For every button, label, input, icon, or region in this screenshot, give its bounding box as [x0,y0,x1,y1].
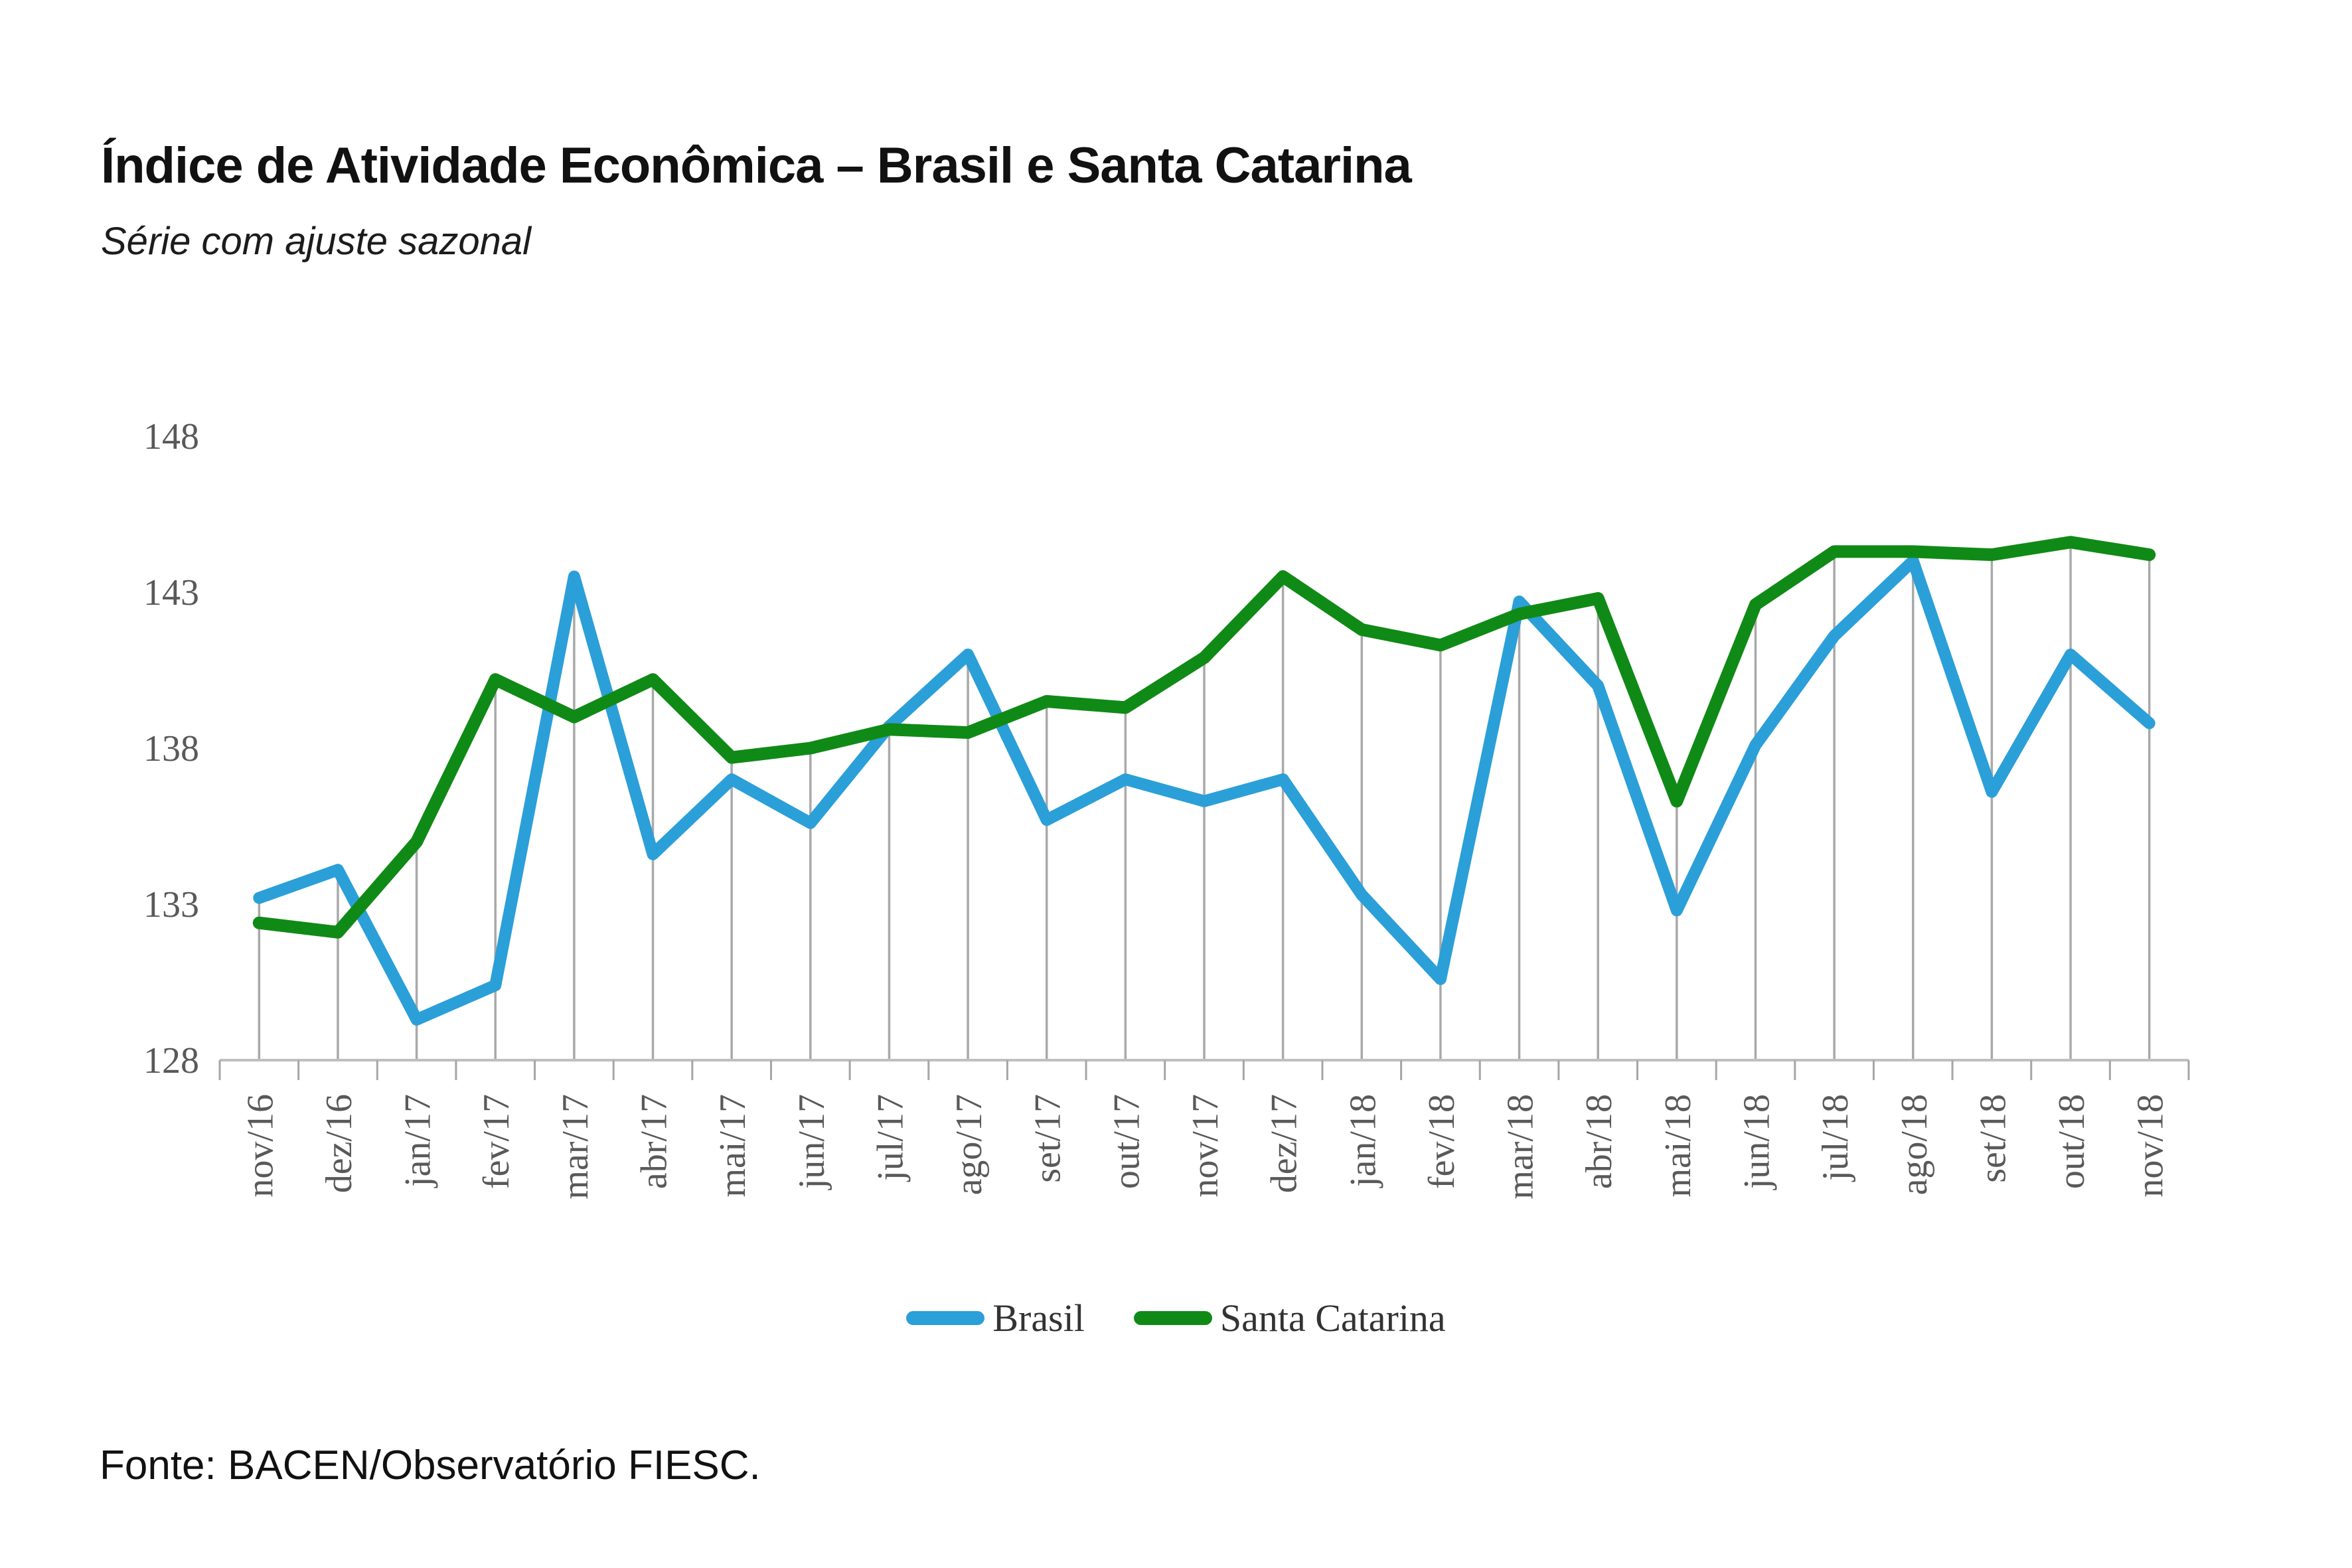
x-axis-label: ago/18 [1894,1094,1935,1195]
x-axis-label: abr/18 [1579,1094,1620,1189]
y-axis-label: 148 [143,416,199,457]
x-axis-label: jul/18 [1815,1094,1856,1182]
x-axis-label: dez/17 [1264,1094,1305,1193]
x-axis-label: abr/17 [634,1094,675,1189]
y-axis-label: 143 [143,572,199,613]
x-axis-label: dez/16 [319,1094,360,1193]
legend-item-brasil: Brasil [906,1296,1085,1340]
legend-label-brasil: Brasil [992,1296,1085,1340]
x-axis-label: fev/18 [1421,1094,1462,1189]
source-note: Fonte: BACEN/Observatório FIESC. [100,1443,761,1488]
x-axis-label: out/17 [1106,1094,1147,1189]
x-axis-label: jan/17 [398,1094,439,1188]
y-axis-label: 128 [143,1040,199,1081]
x-axis-label: nov/18 [2130,1094,2171,1198]
x-axis-label: set/17 [1028,1094,1069,1183]
x-axis-label: mar/18 [1500,1094,1541,1200]
santa-catarina-line [252,536,2156,939]
x-axis-label: jan/18 [1342,1094,1383,1188]
santa-catarina-line-swatch [1133,1311,1212,1325]
x-axis-label: nov/17 [1185,1094,1226,1198]
page-title: Índice de Atividade Econômica – Brasil e… [101,137,1412,194]
x-axis-label: ago/17 [949,1094,990,1195]
chart-legend: Brasil Santa Catarina [0,1296,2352,1340]
x-axis-label: jun/18 [1736,1094,1777,1190]
brasil-line-swatch [906,1311,985,1325]
legend-label-santa-catarina: Santa Catarina [1219,1296,1446,1340]
x-axis-label: mar/17 [555,1094,596,1200]
x-axis-label: set/18 [1972,1094,2013,1183]
y-axis-label: 133 [143,884,199,925]
x-axis-label: out/18 [2051,1094,2092,1189]
x-axis-label: jun/17 [791,1094,832,1190]
brasil-line [253,555,2156,1026]
x-axis-label: mai/17 [712,1094,753,1198]
page-subtitle: Série com ajuste sazonal [101,220,531,263]
x-axis-label: fev/17 [476,1094,517,1189]
y-axis-label: 138 [143,728,199,769]
x-axis-label: mai/18 [1658,1094,1699,1198]
legend-item-santa-catarina: Santa Catarina [1133,1296,1446,1340]
x-axis-label: jul/17 [870,1094,911,1182]
x-axis-label: nov/16 [240,1094,281,1198]
